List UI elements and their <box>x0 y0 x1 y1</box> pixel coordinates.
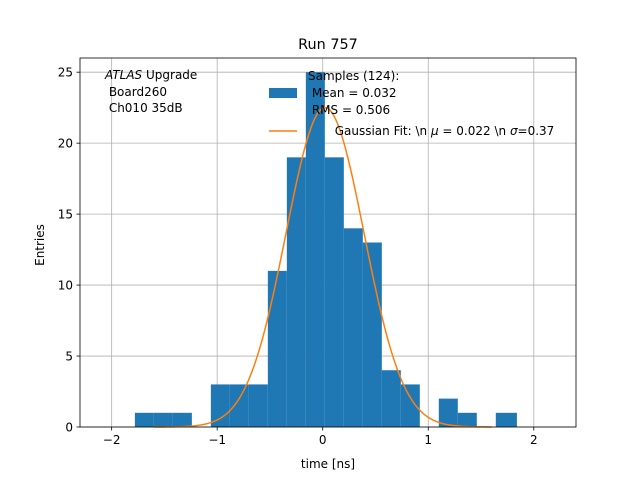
histogram-bar <box>343 228 363 427</box>
y-tick-label: 20 <box>58 137 73 151</box>
y-tick-label: 5 <box>65 350 73 364</box>
legend-fit-mu: μ <box>430 124 439 138</box>
histogram-bar <box>438 398 458 427</box>
histogram-bar <box>153 412 173 427</box>
histogram-bar <box>172 412 192 427</box>
axes-frame <box>79 57 577 428</box>
histogram-bar <box>210 384 230 427</box>
legend: Samples (124): Mean = 0.032 RMS = 0.506 … <box>269 69 573 138</box>
legend-rms-line: RMS = 0.506 <box>308 103 390 117</box>
histogram-bar <box>267 270 287 427</box>
board-label: Board260 <box>105 85 167 99</box>
histogram-bar <box>286 157 306 427</box>
x-tick-label: 1 <box>424 433 432 447</box>
y-tick-label: 0 <box>65 421 73 435</box>
legend-samples-line: Samples (124): <box>308 69 399 83</box>
y-tick-label: 10 <box>58 279 73 293</box>
chart-title: Run 757 <box>298 37 358 53</box>
histogram-bars <box>134 72 517 427</box>
legend-histogram-patch <box>269 88 297 98</box>
x-tick-label: 2 <box>530 433 538 447</box>
x-tick-label: 0 <box>319 433 327 447</box>
histogram-bar <box>305 72 325 427</box>
legend-fit-middle: = 0.022 \n <box>439 124 510 138</box>
atlas-annotation: ATLAS Upgrade Board260 Ch010 35dB <box>104 68 197 115</box>
histogram-bar <box>381 370 401 427</box>
svg-text:ATLAS Upgrade: ATLAS Upgrade <box>104 68 197 82</box>
svg-text:Gaussian Fit: \n μ = 0.022 \n: Gaussian Fit: \n μ = 0.022 \n σ=0.37 <box>308 124 573 138</box>
x-tick-label: −2 <box>103 433 121 447</box>
gaussian-fit-curve <box>153 106 492 428</box>
histogram-bar <box>229 384 249 427</box>
y-tick-label: 25 <box>58 66 73 80</box>
channel-label: Ch010 35dB <box>105 101 183 115</box>
histogram-bar <box>324 157 344 427</box>
histogram-bar <box>362 242 382 427</box>
histogram-bar <box>457 412 477 427</box>
atlas-label: ATLAS <box>104 68 143 82</box>
legend-mean-line: Mean = 0.032 <box>308 86 397 100</box>
y-tick-label: 15 <box>58 208 73 222</box>
x-axis-label: time [ns] <box>301 457 355 471</box>
histogram-bar <box>400 384 420 427</box>
x-tick-label: −1 <box>208 433 226 447</box>
legend-fit-sigma: σ <box>510 124 518 138</box>
histogram-bar <box>134 412 154 427</box>
legend-fit-prefix: Gaussian Fit: \n <box>335 124 431 138</box>
y-axis-label: Entries <box>33 224 47 266</box>
histogram-bar <box>248 384 268 427</box>
plot-frame <box>79 57 577 428</box>
legend-fit-suffix: =0.37 <box>518 124 555 138</box>
upgrade-label: Upgrade <box>142 68 197 82</box>
histogram-bar <box>495 412 517 427</box>
